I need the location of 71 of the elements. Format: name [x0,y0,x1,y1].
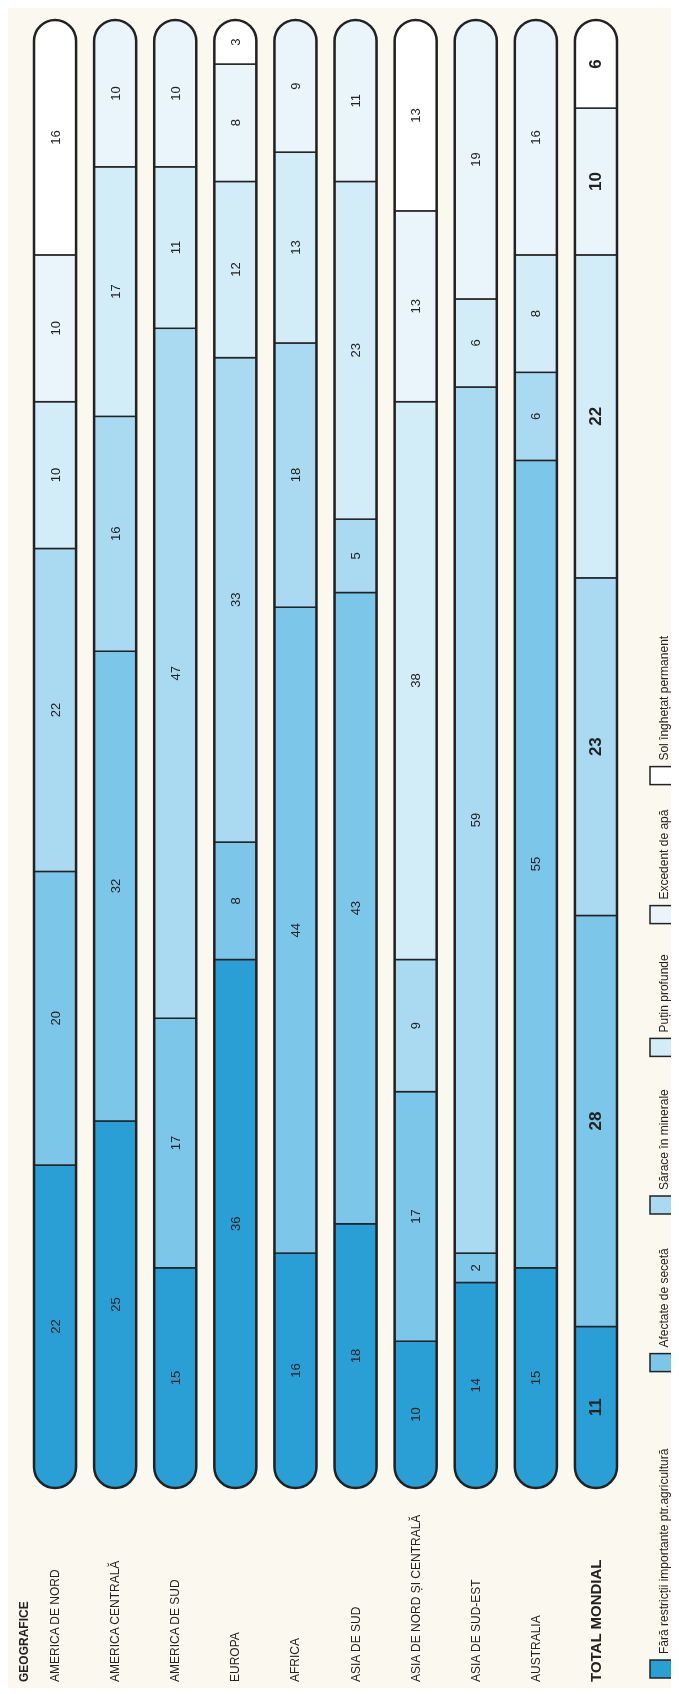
data-label: 22 [47,1319,63,1334]
data-label: 8 [227,897,243,905]
data-label: 23 [586,737,606,757]
data-label: 36 [227,1216,243,1231]
text: Fără restricții importante ptr.agricultură [657,1448,671,1654]
data-label: 17 [107,284,123,299]
data-label: 11 [167,240,183,255]
data-label: 10 [47,321,63,336]
data-label: 9 [408,1021,424,1030]
data-label: 18 [287,467,303,483]
text: Puțin profunde [657,954,671,1033]
data-label: 6 [586,59,606,69]
data-label: 16 [107,526,123,542]
data-label: 15 [528,1370,544,1386]
data-label: 11 [586,1398,606,1417]
x-tick-label: EUROPA [228,1632,243,1682]
x-tick-label: TOTAL MONDIAL [587,1559,605,1682]
data-label: 43 [348,900,364,916]
text: Sărace în minerale [657,1088,671,1190]
x-tick-label: AMERICA CENTRALĂ [107,1560,123,1682]
data-label: 59 [468,812,484,828]
data-label: 19 [468,152,484,167]
data-label: 55 [528,856,544,872]
data-label: 10 [167,86,183,101]
data-label: 10 [586,172,606,191]
data-label: 12 [227,262,243,277]
data-label: 22 [47,702,63,718]
text: Sol înghețat permanent [657,635,671,761]
data-label: 10 [47,467,63,483]
text: Afectate de secetă [657,1247,671,1348]
data-label: 13 [408,108,424,123]
text: GEOGRAFICE [17,1601,32,1682]
data-label: 11 [348,93,364,108]
data-label: 9 [287,82,303,90]
data-label: 32 [107,878,123,894]
data-label: 28 [586,1111,606,1131]
x-tick-label: ASIA DE SUD-EST [468,1578,483,1682]
data-label: 8 [528,309,544,318]
data-label: 16 [287,1363,303,1378]
text: Excedent de apă [657,809,671,900]
data-label: 10 [408,1407,424,1422]
data-label: 6 [468,339,484,347]
data-label: 18 [348,1348,364,1364]
data-label: 2 [468,1264,484,1272]
x-tick-label: ASIA DE SUD [348,1606,363,1682]
data-label: 14 [468,1378,484,1393]
x-tick-label: AFRICA [288,1637,303,1682]
data-label: 38 [408,673,424,688]
x-tick-label: AMERICA DE NORD [48,1568,63,1682]
x-tick-label: AMERICA DE SUD [168,1578,183,1682]
x-tick-label: AUSTRALIA [528,1615,543,1682]
data-label: 33 [227,592,243,608]
data-label: 16 [47,130,63,145]
data-label: 13 [287,240,303,255]
data-label: 47 [167,666,183,681]
data-label: 10 [107,86,123,101]
data-label: 6 [528,412,544,420]
data-label: 44 [287,922,303,938]
data-label: 15 [167,1370,183,1386]
data-label: 25 [107,1297,123,1312]
data-label: 3 [227,38,243,46]
data-label: 17 [167,1135,183,1151]
data-label: 23 [348,343,364,358]
data-label: 17 [408,1209,424,1224]
data-label: 13 [408,299,424,314]
data-label: 8 [227,119,243,127]
data-label: 5 [348,552,364,560]
data-label: 20 [47,1011,63,1026]
x-tick-label: ASIA DE NORD ȘI CENTRALĂ [407,1514,423,1682]
data-label: 22 [586,406,606,426]
data-label: 16 [528,130,544,145]
